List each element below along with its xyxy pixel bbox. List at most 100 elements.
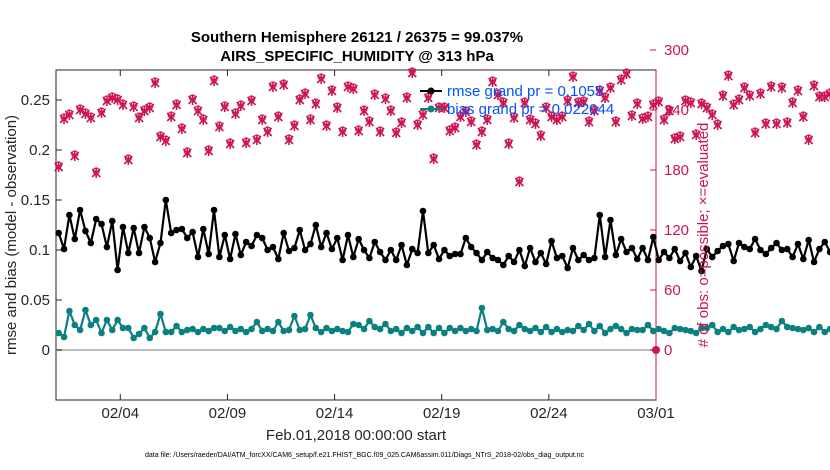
- rmse-marker: [146, 234, 154, 242]
- bias-marker: [660, 327, 668, 335]
- rmse-marker: [55, 229, 62, 237]
- obs-evaluated-marker: [750, 128, 760, 138]
- bias-marker: [826, 325, 830, 333]
- obs-end-marker: [652, 346, 660, 354]
- rmse-marker: [548, 237, 555, 245]
- obs-evaluated-marker: [804, 135, 814, 145]
- obs-evaluated-marker: [107, 93, 117, 103]
- rmse-marker: [194, 253, 202, 261]
- bias-marker: [167, 328, 175, 336]
- rmse-marker: [248, 242, 255, 250]
- bias-marker: [403, 324, 411, 332]
- obs-evaluated-marker: [820, 92, 830, 102]
- legend-rmse-marker: [427, 87, 435, 95]
- rmse-marker: [253, 231, 261, 239]
- bias-marker: [612, 322, 620, 330]
- rmse-marker: [446, 252, 454, 260]
- rmse-marker: [773, 239, 780, 247]
- obs-evaluated-marker: [91, 168, 101, 178]
- bias-marker: [810, 328, 818, 336]
- bias-marker: [494, 327, 502, 335]
- legend: rmse grand pr = 0.1055 bias grand pr = 0…: [420, 83, 614, 118]
- obs-evaluated-marker: [171, 100, 182, 110]
- rmse-marker: [435, 255, 443, 263]
- rmse-marker: [521, 262, 529, 270]
- bias-marker: [457, 324, 464, 332]
- x-tick-label: 03/01: [637, 405, 675, 422]
- rmse-marker: [708, 253, 716, 261]
- obs-evaluated-marker: [589, 106, 599, 116]
- bias-marker: [291, 312, 298, 320]
- obs-evaluated-marker: [263, 127, 273, 137]
- bias-marker: [312, 324, 320, 332]
- obs-evaluated-marker: [230, 109, 241, 119]
- obs-evaluated-marker: [198, 115, 208, 125]
- obs-evaluated-marker: [471, 140, 482, 150]
- obs-evaluated-marker: [429, 154, 439, 164]
- bias-marker: [398, 329, 405, 337]
- bias-marker: [408, 327, 416, 335]
- bias-marker: [596, 322, 604, 330]
- bias-marker: [296, 326, 304, 334]
- x-axis-label: Feb.01,2018 00:00:00 start: [266, 427, 447, 444]
- obs-evaluated-marker: [418, 110, 428, 120]
- bias-marker: [66, 307, 73, 315]
- bias-marker: [130, 334, 137, 342]
- y-right-tick-label: 120: [664, 222, 689, 239]
- obs-evaluated-marker: [605, 83, 616, 93]
- rmse-marker: [125, 249, 132, 257]
- obs-evaluated-marker: [380, 94, 391, 104]
- obs-evaluated-marker: [64, 110, 74, 120]
- obs-evaluated-marker: [220, 102, 230, 112]
- obs-evaluated-marker: [241, 138, 251, 148]
- obs-evaluated-marker: [391, 128, 401, 138]
- rmse-marker: [430, 241, 437, 249]
- bias-marker: [242, 328, 250, 336]
- obs-evaluated-marker: [54, 162, 64, 172]
- rmse-marker: [655, 256, 662, 264]
- rmse-marker: [526, 244, 534, 252]
- rmse-marker: [414, 249, 421, 257]
- bias-marker: [516, 321, 523, 329]
- obs-evaluated-marker: [423, 93, 433, 103]
- bias-marker: [607, 325, 614, 333]
- obs-evaluated-marker: [793, 86, 803, 96]
- rmse-marker: [285, 247, 293, 255]
- x-tick-label: 02/24: [530, 405, 568, 422]
- rmse-marker: [173, 226, 180, 234]
- bias-marker: [173, 322, 180, 330]
- rmse-marker: [216, 253, 223, 261]
- obs-evaluated-marker: [611, 117, 621, 127]
- rmse-marker: [398, 241, 405, 249]
- bias-marker: [328, 327, 336, 335]
- rmse-marker: [778, 246, 786, 254]
- obs-evaluated-marker: [557, 112, 567, 122]
- bias-marker: [92, 316, 100, 324]
- rmse-marker: [612, 251, 620, 259]
- obs-evaluated-marker: [771, 119, 782, 129]
- bias-marker: [655, 325, 662, 333]
- bias-marker: [478, 304, 486, 312]
- obs-evaluated-marker: [123, 155, 133, 165]
- rmse-marker: [682, 249, 689, 257]
- obs-evaluated-marker: [520, 98, 530, 108]
- bias-marker: [280, 327, 287, 335]
- bias-marker: [435, 324, 443, 332]
- obs-evaluated-marker: [825, 89, 830, 99]
- obs-evaluated-marker: [777, 83, 787, 93]
- obs-evaluated-marker: [445, 126, 455, 136]
- obs-evaluated-marker: [541, 103, 551, 113]
- bias-marker: [526, 327, 534, 335]
- obs-evaluated-marker: [279, 80, 289, 90]
- obs-evaluated-marker: [236, 101, 246, 111]
- obs-evaluated-marker: [252, 135, 262, 145]
- bias-marker: [462, 327, 470, 335]
- obs-evaluated-marker: [584, 117, 594, 127]
- obs-evaluated-marker: [664, 106, 674, 116]
- rmse-marker: [650, 233, 657, 241]
- obs-evaluated-marker: [450, 123, 460, 133]
- rmse-marker: [751, 235, 759, 243]
- rmse-marker: [441, 246, 448, 254]
- rmse-marker: [103, 243, 111, 251]
- y-right-tick-label: 0: [664, 342, 672, 359]
